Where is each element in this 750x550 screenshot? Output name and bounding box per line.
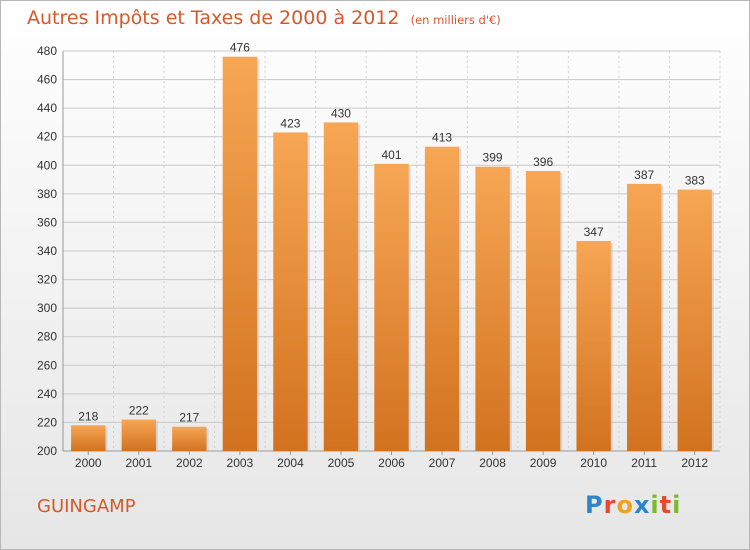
x-tick-label: 2009 bbox=[530, 456, 557, 470]
y-tick-label: 280 bbox=[37, 330, 57, 344]
bar bbox=[323, 122, 359, 451]
data-label: 430 bbox=[331, 106, 351, 120]
x-tick-label: 2010 bbox=[580, 456, 607, 470]
y-tick-label: 340 bbox=[37, 244, 57, 258]
bar bbox=[172, 426, 207, 451]
y-tick-label: 240 bbox=[37, 387, 57, 401]
data-label: 218 bbox=[78, 409, 98, 423]
bar bbox=[121, 419, 156, 451]
y-tick-label: 260 bbox=[37, 358, 57, 372]
y-tick-label: 440 bbox=[37, 101, 57, 115]
proxiti-logo[interactable]: Proxiti bbox=[585, 491, 682, 519]
y-tick-label: 400 bbox=[37, 158, 57, 172]
bar bbox=[71, 425, 106, 451]
y-tick-label: 220 bbox=[37, 415, 57, 429]
data-label: 387 bbox=[634, 168, 654, 182]
data-label: 423 bbox=[280, 116, 300, 130]
y-tick-label: 200 bbox=[37, 444, 57, 458]
bars-layer bbox=[71, 56, 714, 452]
x-tick-label: 2001 bbox=[125, 456, 152, 470]
x-tick-label: 2012 bbox=[681, 456, 708, 470]
y-tick-label: 360 bbox=[37, 215, 57, 229]
chart-subtitle: (en milliers d'€) bbox=[410, 13, 501, 27]
x-tick-label: 2011 bbox=[631, 456, 657, 470]
x-tick-label: 2003 bbox=[227, 456, 254, 470]
data-label: 222 bbox=[129, 404, 149, 418]
data-label: 413 bbox=[432, 131, 452, 145]
x-tick-label: 2000 bbox=[75, 456, 102, 470]
data-label: 476 bbox=[230, 41, 250, 55]
bar bbox=[627, 183, 662, 451]
data-label: 217 bbox=[179, 411, 199, 425]
bar bbox=[475, 166, 510, 451]
x-tick-label: 2006 bbox=[378, 456, 405, 470]
chart-title-block: Autres Impôts et Taxes de 2000 à 2012 (e… bbox=[27, 7, 501, 29]
bar bbox=[222, 56, 258, 451]
bar bbox=[576, 241, 611, 451]
y-tick-label: 380 bbox=[37, 187, 57, 201]
x-tick-label: 2004 bbox=[277, 456, 304, 470]
data-label: 347 bbox=[584, 225, 604, 239]
bar bbox=[273, 132, 308, 451]
y-tick-label: 460 bbox=[37, 73, 57, 87]
y-tick-label: 300 bbox=[37, 301, 57, 315]
y-tick-label: 320 bbox=[37, 273, 57, 287]
x-tick-label: 2008 bbox=[479, 456, 506, 470]
data-label: 401 bbox=[381, 148, 401, 162]
bar bbox=[525, 171, 561, 451]
x-tick-label: 2002 bbox=[176, 456, 203, 470]
data-label: 399 bbox=[483, 151, 503, 165]
y-tick-label: 420 bbox=[37, 130, 57, 144]
labels-layer: 200 220 240 260 280 300 320 340 360 380 400 420 440 4… bbox=[37, 41, 708, 470]
chart-title: Autres Impôts et Taxes de 2000 à 2012 bbox=[27, 7, 400, 29]
city-name: GUINGAMP bbox=[37, 496, 136, 517]
x-tick-label: 2005 bbox=[328, 456, 355, 470]
data-label: 383 bbox=[685, 174, 705, 188]
bar bbox=[677, 189, 712, 452]
bar bbox=[374, 163, 409, 451]
x-tick-label: 2007 bbox=[429, 456, 456, 470]
bar bbox=[424, 146, 460, 451]
data-label: 396 bbox=[533, 155, 553, 169]
y-tick-label: 480 bbox=[37, 44, 57, 58]
